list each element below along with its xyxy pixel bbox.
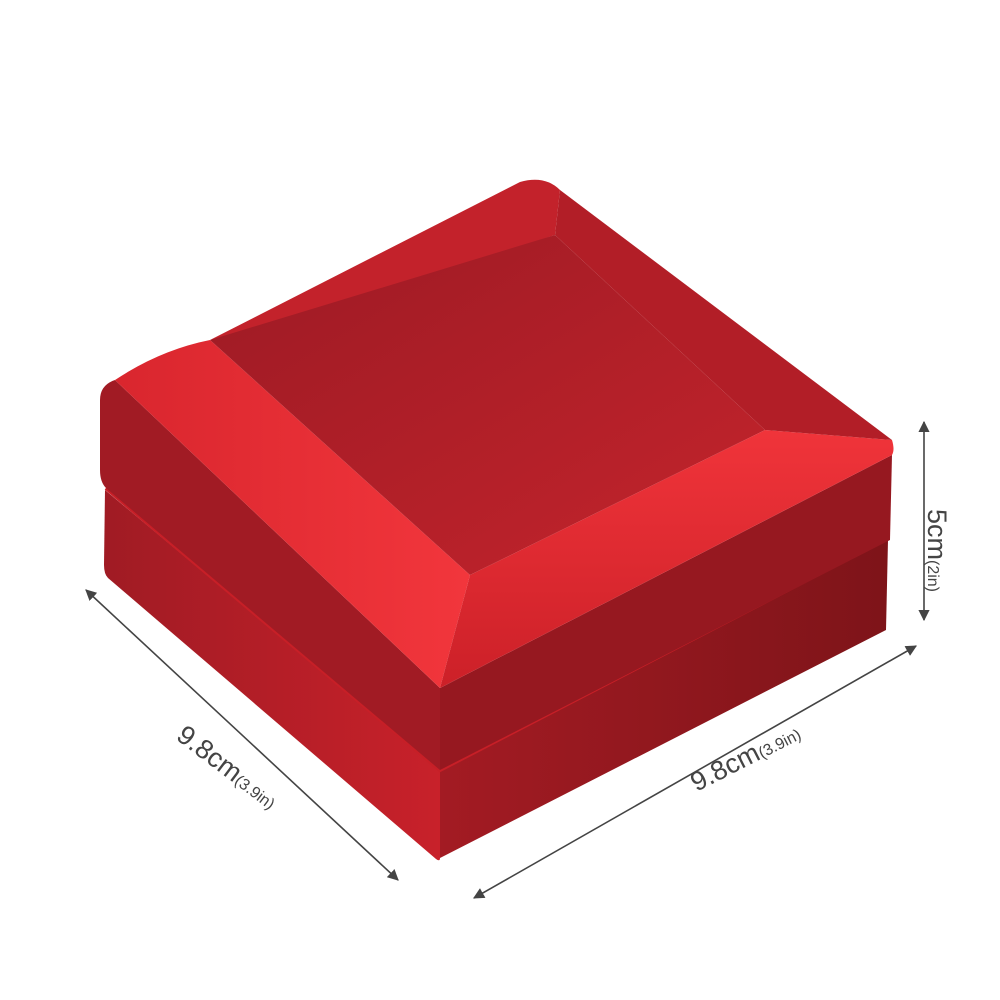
height-imperial: (2in) <box>924 560 942 593</box>
lid-top-panel <box>210 235 765 575</box>
height-metric: 5cm <box>922 508 953 560</box>
lid-bevel-back <box>210 179 560 340</box>
lid-bevel-right <box>555 190 892 440</box>
length-dimension-line <box>85 589 399 881</box>
width-dimension-line <box>473 645 917 899</box>
lid-bevel-front <box>440 430 894 688</box>
height-dimension-label: 5cm(2in) <box>921 509 952 592</box>
